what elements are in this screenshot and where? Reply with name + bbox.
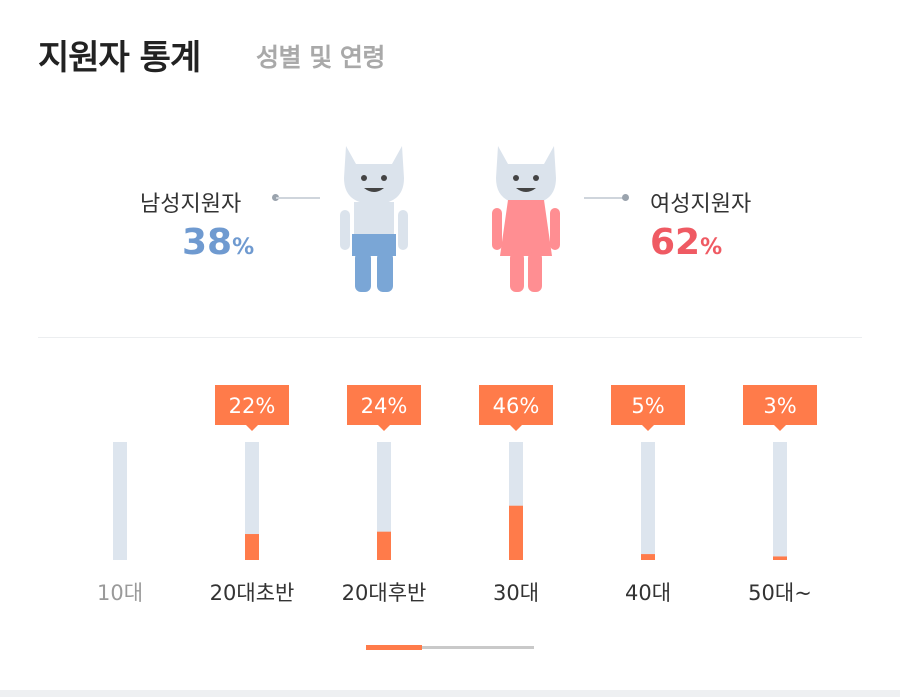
male-connector-dot [272,194,279,201]
bar-track [245,442,259,560]
data-label: 46% [493,394,540,418]
male-percent-value: 38 [182,222,233,263]
female-connector-line [584,197,624,199]
page-subtitle: 성별 및 연령 [256,43,385,72]
data-label-pointer [510,425,522,431]
age-distribution-chart: 10대 22% 20대초반 24% 20대후반 46% 30대 5% 40대 3% 50대~ [97,385,817,605]
data-label-pointer [246,425,258,431]
data-label: 5% [631,394,664,418]
data-label-bubble [743,385,817,425]
category-label: 10대 [97,581,143,605]
page-title: 지원자 통계 [38,38,201,78]
category-label: 50대~ [748,581,812,605]
data-label: 24% [361,394,408,418]
data-label-bubble [479,385,553,425]
data-label-bubble [215,385,289,425]
data-label-pointer [642,425,654,431]
category-label: 20대후반 [342,581,427,605]
male-applicant-percent: 38% [182,222,254,263]
male-percent-unit: % [232,235,255,260]
category-label: 40대 [625,581,671,605]
data-label-bubble [611,385,685,425]
female-percent-unit: % [700,235,723,260]
data-label-bubble [347,385,421,425]
bar-track [773,442,787,560]
category-label: 30대 [493,581,539,605]
male-figure-icon [340,146,408,292]
section-divider [38,337,862,338]
bar-fill [773,556,787,560]
male-applicant-label: 남성지원자 [140,192,242,217]
male-connector-line [276,197,320,199]
data-label: 3% [763,394,796,418]
female-applicant-percent: 62% [650,222,722,263]
bar-fill [377,531,391,560]
bar-fill [509,505,523,560]
bar-fill [641,554,655,560]
data-label-pointer [774,425,786,431]
bar-track [641,442,655,560]
data-label: 22% [229,394,276,418]
data-label-pointer [378,425,390,431]
female-figure-icon [492,146,560,292]
bottom-strip [0,690,900,697]
female-connector-dot [622,194,629,201]
page-indicator-active[interactable] [366,645,422,650]
bar-fill [245,534,259,560]
female-percent-value: 62 [650,222,701,263]
female-applicant-label: 여성지원자 [650,192,752,217]
category-label: 20대초반 [210,581,295,605]
page-indicator-track[interactable] [366,646,534,649]
bar-track [377,442,391,560]
bar-track [113,442,127,560]
